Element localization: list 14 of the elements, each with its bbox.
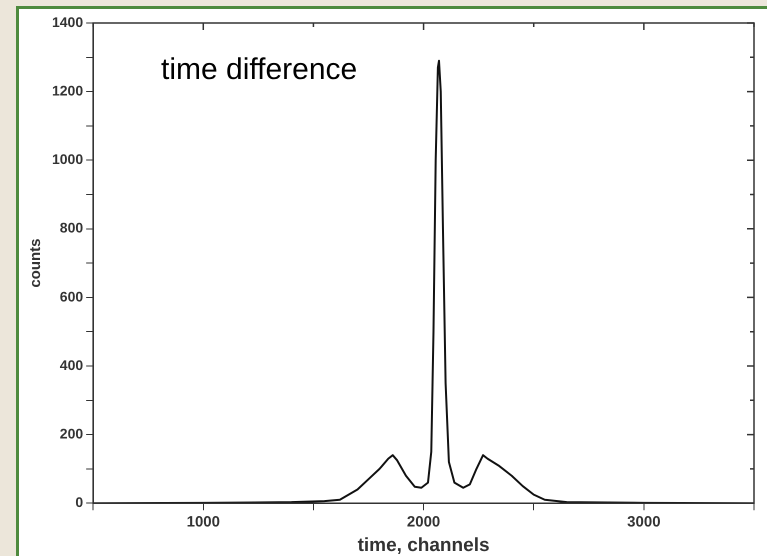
x-tick-label: 3000 bbox=[627, 513, 661, 530]
x-axis-title: time, channels bbox=[358, 534, 490, 556]
y-tick-label: 0 bbox=[75, 494, 84, 510]
y-tick-label: 600 bbox=[60, 288, 84, 304]
x-tick-label: 1000 bbox=[186, 513, 220, 530]
y-axis-title: counts bbox=[27, 238, 44, 288]
y-tick-label: 1400 bbox=[52, 14, 84, 30]
y-tick-label: 800 bbox=[60, 220, 84, 236]
y-tick-label: 1000 bbox=[52, 151, 84, 168]
y-tick-label: 200 bbox=[60, 425, 84, 442]
annotation: time difference bbox=[161, 52, 358, 88]
x-tick-label: 2000 bbox=[406, 513, 440, 530]
y-tick-label: 1200 bbox=[52, 82, 84, 98]
y-tick-label: 400 bbox=[60, 356, 84, 373]
